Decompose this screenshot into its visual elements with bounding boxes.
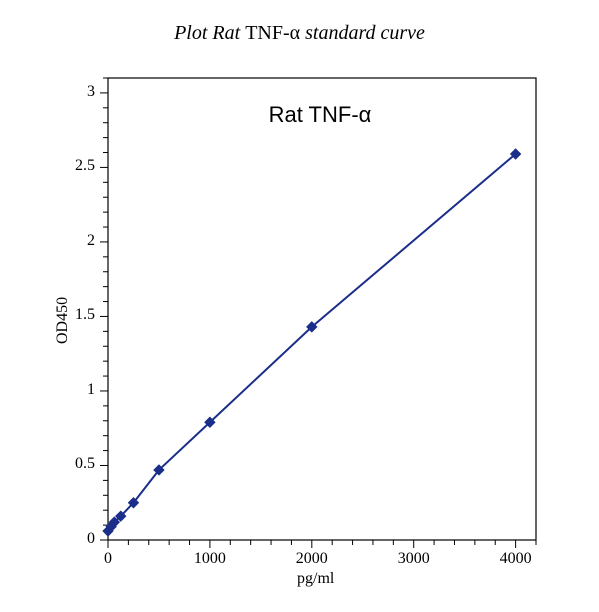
chart-inner-title: Rat TNF-α — [250, 102, 390, 128]
x-axis-label: pg/ml — [297, 570, 334, 588]
x-tick-label: 2000 — [282, 550, 342, 568]
y-tick-label: 2.5 — [45, 157, 95, 175]
y-tick-label: 1 — [45, 381, 95, 399]
x-tick-label: 0 — [78, 550, 138, 568]
y-tick-label: 0 — [45, 530, 95, 548]
y-tick-label: 2 — [45, 232, 95, 250]
y-tick-label: 3 — [45, 83, 95, 101]
y-tick-label: 1.5 — [45, 306, 95, 324]
y-tick-label: 0.5 — [45, 455, 95, 473]
x-tick-label: 3000 — [384, 550, 444, 568]
x-tick-label: 4000 — [486, 550, 546, 568]
chart-container: Plot Rat TNF-α standard curve Rat TNF-α … — [0, 0, 599, 612]
x-tick-label: 1000 — [180, 550, 240, 568]
